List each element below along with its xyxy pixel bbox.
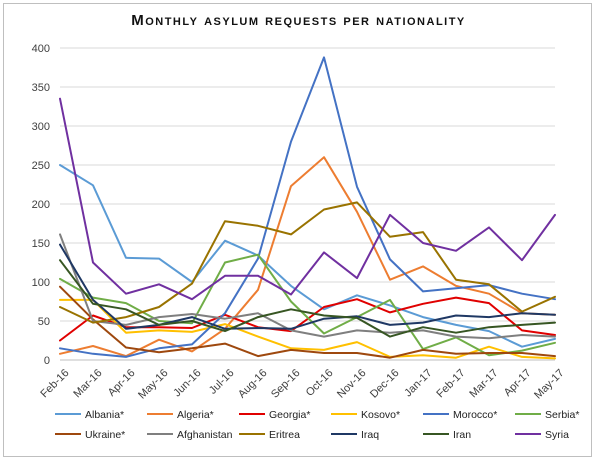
y-tick-label: 150 — [32, 238, 50, 250]
x-tick-label: Nov-16 — [335, 367, 369, 401]
legend-item: Eritrea — [239, 429, 300, 441]
y-tick-label: 200 — [32, 199, 50, 211]
legend-item: Syria — [515, 429, 569, 441]
legend-label: Serbia* — [545, 409, 579, 421]
legend-item: Morocco* — [423, 409, 497, 421]
legend-item: Ukraine* — [55, 429, 125, 441]
x-tick-label: Feb-17 — [434, 367, 467, 400]
x-tick-label: Mar-17 — [467, 367, 500, 400]
y-tick-label: 400 — [32, 43, 50, 55]
series-line — [59, 243, 556, 330]
x-tick-label: Mar-16 — [71, 367, 104, 400]
x-tick-label: May-17 — [532, 367, 566, 401]
series-line — [59, 156, 556, 358]
x-tick-label: Dec-16 — [368, 367, 402, 401]
y-tick-label: 300 — [32, 121, 50, 133]
y-tick-label: 50 — [38, 316, 50, 328]
legend-label: Albania* — [85, 409, 124, 421]
x-tick-label: Jun-16 — [171, 367, 203, 399]
y-tick-label: 100 — [32, 277, 50, 289]
legend-item: Iraq — [331, 429, 379, 441]
legend-label: Iraq — [361, 429, 379, 441]
x-tick-label: Jul-16 — [207, 367, 237, 397]
x-tick-label: Aug-16 — [236, 367, 270, 401]
legend: Albania* Algeria* Georgia* Kosovo* Morocco* S… — [55, 409, 579, 441]
x-tick-label: Apr-17 — [502, 367, 534, 399]
legend-label: Georgia* — [269, 409, 310, 421]
x-tick-label: May-16 — [136, 367, 170, 401]
series-line — [59, 285, 556, 359]
x-tick-label: Feb-16 — [38, 367, 71, 400]
legend-item: Albania* — [55, 409, 124, 421]
chart-title: Monthly asylum requests per nationality — [131, 12, 466, 29]
legend-item: Iran — [423, 429, 471, 441]
legend-label: Algeria* — [177, 409, 214, 421]
y-tick-label: 350 — [32, 82, 50, 94]
legend-item: Serbia* — [515, 409, 579, 421]
series-line — [59, 201, 556, 324]
legend-label: Afghanistan — [177, 429, 233, 441]
series-line — [59, 233, 556, 340]
legend-label: Morocco* — [453, 409, 497, 421]
legend-label: Eritrea — [269, 429, 300, 441]
x-tick-label: Apr-16 — [106, 367, 138, 399]
legend-label: Syria — [545, 429, 569, 441]
legend-item: Algeria* — [147, 409, 214, 421]
x-tick-label: Oct-16 — [304, 367, 336, 399]
series-line — [59, 298, 556, 360]
legend-item: Kosovo* — [331, 409, 400, 421]
series-line — [59, 56, 556, 358]
legend-item: Georgia* — [239, 409, 310, 421]
series-lines — [59, 56, 556, 360]
legend-label: Ukraine* — [85, 429, 125, 441]
x-tick-label: Sep-16 — [269, 367, 303, 401]
legend-label: Iran — [453, 429, 471, 441]
series-line — [59, 253, 556, 357]
series-line — [59, 97, 556, 301]
y-tick-label: 250 — [32, 160, 50, 172]
series-line — [59, 164, 556, 348]
series-line — [59, 259, 556, 338]
legend-item: Afghanistan — [147, 429, 233, 441]
y-tick-label: 0 — [44, 355, 50, 367]
legend-label: Kosovo* — [361, 409, 400, 421]
x-tick-label: Jan-17 — [402, 367, 434, 399]
gridlines — [60, 47, 555, 361]
